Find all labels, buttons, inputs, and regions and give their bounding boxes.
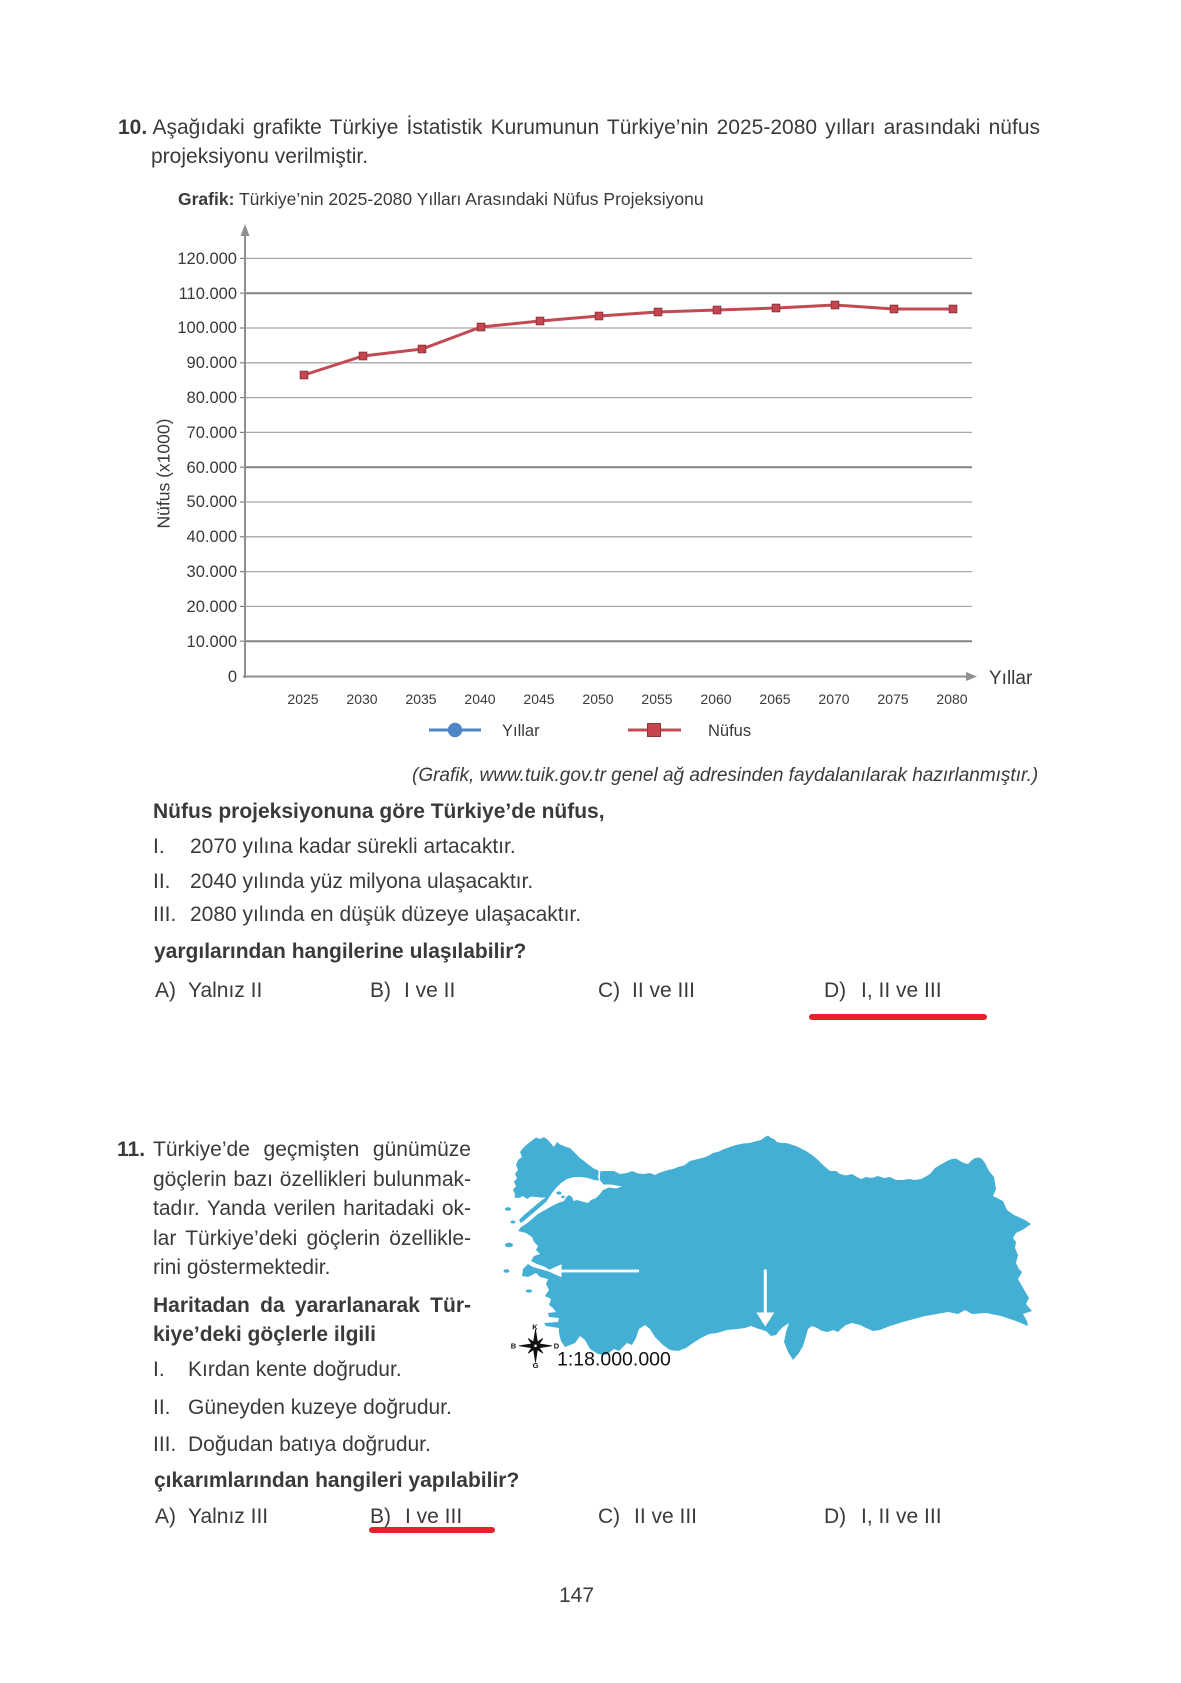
svg-text:80.000: 80.000 (187, 389, 237, 407)
svg-text:K: K (532, 1323, 538, 1332)
svg-text:2035: 2035 (405, 691, 436, 707)
svg-text:2050: 2050 (582, 691, 613, 707)
svg-text:Nüfus: Nüfus (708, 722, 751, 740)
svg-text:2025: 2025 (287, 691, 318, 707)
svg-text:Nüfus (x1000): Nüfus (x1000) (154, 419, 174, 529)
svg-text:2075: 2075 (877, 691, 908, 707)
svg-text:2030: 2030 (346, 691, 377, 707)
svg-text:B: B (511, 1341, 517, 1350)
svg-text:20.000: 20.000 (187, 598, 237, 616)
svg-text:2055: 2055 (641, 691, 672, 707)
svg-text:2040: 2040 (464, 691, 495, 707)
svg-text:90.000: 90.000 (187, 354, 237, 372)
svg-text:40.000: 40.000 (187, 528, 237, 546)
svg-text:120.000: 120.000 (177, 250, 237, 268)
svg-text:70.000: 70.000 (187, 424, 237, 442)
svg-text:2070: 2070 (818, 691, 849, 707)
svg-text:G: G (533, 1361, 539, 1370)
svg-text:110.000: 110.000 (179, 285, 237, 303)
svg-text:10.000: 10.000 (187, 633, 237, 651)
svg-text:D: D (554, 1341, 560, 1350)
svg-text:30.000: 30.000 (187, 563, 237, 581)
svg-text:2065: 2065 (759, 691, 790, 707)
svg-text:2080: 2080 (936, 691, 967, 707)
svg-text:Yıllar: Yıllar (989, 668, 1033, 689)
svg-text:2060: 2060 (700, 691, 731, 707)
svg-text:50.000: 50.000 (187, 493, 237, 511)
svg-text:100.000: 100.000 (177, 319, 237, 337)
svg-text:1:18.000.000: 1:18.000.000 (557, 1349, 671, 1371)
svg-text:60.000: 60.000 (187, 459, 237, 477)
svg-text:0: 0 (228, 668, 237, 686)
svg-text:Yıllar: Yıllar (502, 722, 540, 740)
svg-text:2045: 2045 (523, 691, 554, 707)
